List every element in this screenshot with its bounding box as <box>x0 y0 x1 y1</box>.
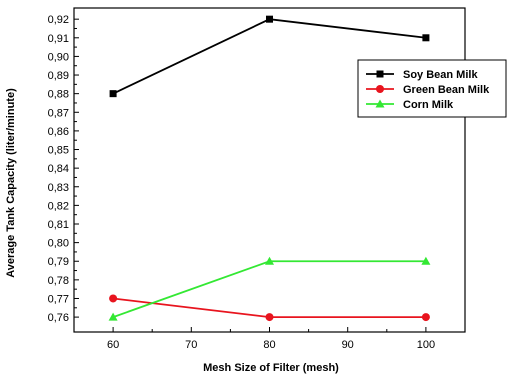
y-axis: 0,76 0,77 0,78 0,79 0,80 0,81 0,82 0,83 0,84 0,85… <box>48 14 79 324</box>
x-tick-label: 60 <box>107 339 119 351</box>
y-tick-label: 0,80 <box>48 238 69 250</box>
legend-label-soy-bean-milk: Soy Bean Milk <box>403 69 478 81</box>
data-point-corn-milk <box>108 312 118 321</box>
series-corn-milk <box>108 256 431 321</box>
y-tick-label: 0,81 <box>48 219 69 231</box>
data-point-corn-milk <box>265 256 274 265</box>
data-point-green-bean-milk <box>109 294 118 303</box>
plot-border <box>73 7 466 333</box>
y-tick-label: 0,84 <box>48 163 69 175</box>
x-axis: 60 70 80 90 100 <box>107 327 435 351</box>
y-tick-label: 0,87 <box>48 107 69 119</box>
x-axis-title: Mesh Size of Filter (mesh) <box>203 362 339 374</box>
y-tick-label: 0,78 <box>48 275 69 287</box>
legend-marker-corn-milk <box>375 99 385 108</box>
legend-marker-soy-bean-milk <box>376 70 384 78</box>
data-point-corn-milk <box>421 256 431 265</box>
series-soy-bean-milk <box>109 15 430 98</box>
y-tick-label: 0,83 <box>48 182 69 194</box>
y-tick-label: 0,86 <box>48 126 69 138</box>
data-point-soy-bean-milk <box>109 90 117 98</box>
data-point-soy-bean-milk <box>422 34 430 42</box>
legend-marker-green-bean-milk <box>376 85 384 93</box>
x-tick-label: 90 <box>342 339 354 351</box>
y-tick-label: 0,90 <box>48 51 69 63</box>
y-tick-label: 0,82 <box>48 200 69 212</box>
legend: Soy Bean Milk Green Bean Milk Corn Milk <box>357 59 507 118</box>
plot-frame <box>73 7 466 333</box>
y-tick-label: 0,76 <box>48 312 69 324</box>
y-tick-label: 0,92 <box>48 14 69 26</box>
x-tick-label: 100 <box>417 339 435 351</box>
y-axis-title: Average Tank Capacity (liter/minute) <box>5 88 17 278</box>
data-point-green-bean-milk <box>421 313 430 322</box>
legend-label-green-bean-milk: Green Bean Milk <box>403 84 490 96</box>
y-tick-label: 0,77 <box>48 293 69 305</box>
series-layer <box>108 15 431 322</box>
y-tick-label: 0,91 <box>48 33 69 45</box>
data-point-soy-bean-milk <box>266 15 273 23</box>
series-line-corn-milk <box>112 260 426 318</box>
y-tick-label: 0,89 <box>48 70 69 82</box>
y-tick-label: 0,79 <box>48 256 69 268</box>
y-tick-label: 0,88 <box>48 89 69 101</box>
legend-label-corn-milk: Corn Milk <box>403 99 454 111</box>
data-point-green-bean-milk <box>265 313 274 322</box>
x-tick-label: 70 <box>185 339 197 351</box>
y-tick-label: 0,85 <box>48 145 69 157</box>
x-tick-label: 80 <box>263 339 275 351</box>
series-green-bean-milk <box>109 294 430 322</box>
